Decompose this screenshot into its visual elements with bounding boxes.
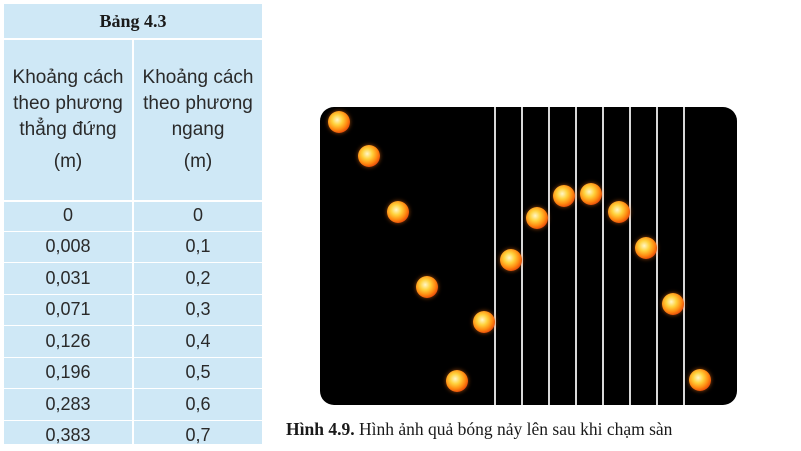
table-cell: 0,2 [132, 263, 262, 294]
ball [358, 145, 380, 167]
ball [500, 249, 522, 271]
bouncing-ball-photo [320, 107, 737, 405]
table-title: Bảng 4.3 [4, 4, 262, 38]
table-cell: 0,6 [132, 389, 262, 420]
ball [328, 111, 350, 133]
ball [662, 293, 684, 315]
table-cell: 0,4 [132, 326, 262, 357]
figure-caption: Hình 4.9. Hình ảnh quả bóng nảy lên sau … [286, 419, 798, 440]
ball [689, 369, 711, 391]
table-cell: 0,008 [4, 232, 132, 263]
reference-line [683, 107, 685, 405]
ball [608, 201, 630, 223]
table-cell: 0,031 [4, 263, 132, 294]
data-table: Bảng 4.3 Khoảng cách theo phương thẳng đ… [4, 4, 262, 444]
table-cell: 0,126 [4, 326, 132, 357]
table-cell: 0,7 [132, 421, 262, 451]
ball [553, 185, 575, 207]
reference-line [602, 107, 604, 405]
figure-label: Hình 4.9. [286, 419, 355, 439]
table-cell: 0,283 [4, 389, 132, 420]
table-cell: 0,1 [132, 232, 262, 263]
table-cell: 0 [4, 200, 132, 231]
reference-line [494, 107, 496, 405]
figure-caption-text: Hình ảnh quả bóng nảy lên sau khi chạm s… [355, 419, 673, 439]
table-cell: 0,196 [4, 358, 132, 389]
reference-line [629, 107, 631, 405]
ball [446, 370, 468, 392]
column-header-unit: (m) [54, 149, 82, 175]
reference-line [575, 107, 577, 405]
column-header-unit: (m) [184, 149, 212, 175]
table-cell: 0,3 [132, 295, 262, 326]
ball [416, 276, 438, 298]
reference-line [656, 107, 658, 405]
ball [473, 311, 495, 333]
ball [580, 183, 602, 205]
table-cell: 0,5 [132, 358, 262, 389]
reference-line [548, 107, 550, 405]
ball [635, 237, 657, 259]
table-cell: 0,383 [4, 421, 132, 451]
column-header-vertical: Khoảng cách theo phương thẳng đứng (m) [4, 40, 132, 200]
column-header-horizontal: Khoảng cách theo phương ngang (m) [132, 40, 262, 200]
table-cell: 0 [132, 200, 262, 231]
column-header-label: Khoảng cách theo phương ngang [134, 65, 262, 143]
ball [387, 201, 409, 223]
table-cell: 0,071 [4, 295, 132, 326]
ball [526, 207, 548, 229]
column-header-label: Khoảng cách theo phương thẳng đứng [4, 65, 132, 143]
table-header: Khoảng cách theo phương thẳng đứng (m) K… [4, 38, 262, 202]
